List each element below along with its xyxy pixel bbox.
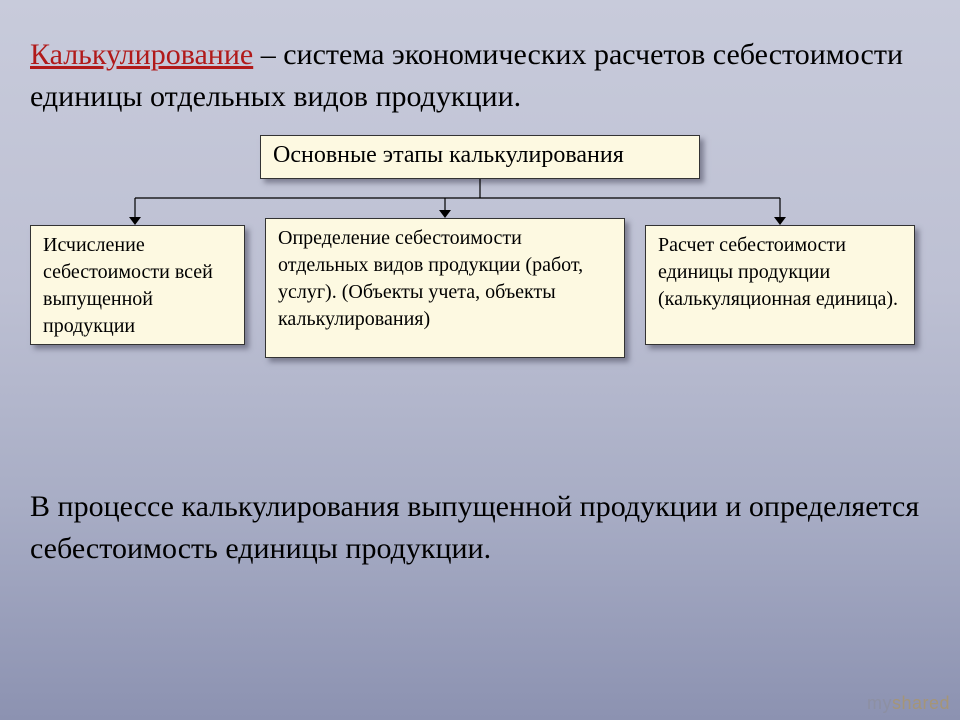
watermark-my: my	[867, 693, 892, 713]
stage-box-2: Определение себестоимости отдельных видо…	[265, 218, 625, 358]
stage-box-2-text: Определение себестоимости отдельных видо…	[278, 227, 583, 330]
title-block: Калькулирование – система экономических …	[30, 34, 930, 118]
top-box-stages: Основные этапы калькулирования	[260, 135, 700, 179]
watermark: myshared	[867, 693, 950, 714]
watermark-shared: shared	[892, 693, 950, 713]
bottom-paragraph: В процессе калькулирования выпущенной пр…	[30, 486, 930, 570]
top-box-text: Основные этапы калькулирования	[273, 142, 624, 168]
stage-box-3-text: Расчет себестоимости единицы продукции (…	[658, 234, 898, 310]
stage-box-3: Расчет себестоимости единицы продукции (…	[645, 225, 915, 345]
stage-box-1: Исчисление себестоимости всей выпущенной…	[30, 225, 245, 345]
stage-box-1-text: Исчисление себестоимости всей выпущенной…	[43, 234, 213, 337]
title-term: Калькулирование	[30, 38, 253, 71]
